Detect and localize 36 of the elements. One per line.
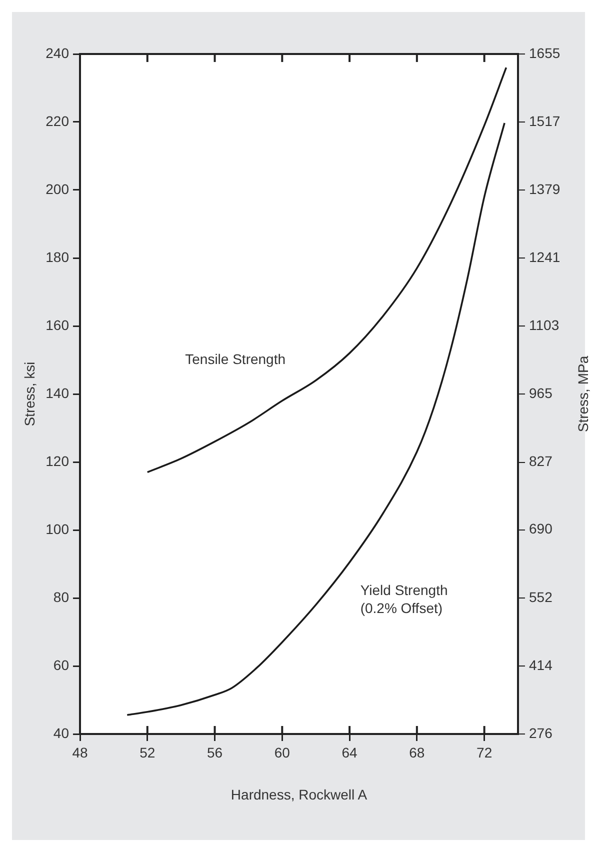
- x-tick-label: 72: [476, 744, 492, 760]
- line-series: [146, 66, 508, 474]
- x-tick-label: 48: [72, 744, 88, 760]
- y2-tick-label: 690: [529, 520, 553, 537]
- y2-tick-label: 276: [529, 724, 553, 741]
- series-label: Tensile Strength: [185, 350, 286, 367]
- y-tick-label: 100: [46, 520, 70, 537]
- y-tick-label: 160: [46, 316, 70, 333]
- y-tick-label: 120: [46, 452, 70, 469]
- x-tick-label: 52: [140, 744, 156, 760]
- line-series: [126, 122, 506, 716]
- y2-tick-label: 1655: [529, 44, 560, 61]
- y-tick-label: 60: [53, 656, 70, 673]
- y2-tick-label: 965: [529, 385, 553, 402]
- series-label: Yield Strength (0.2% Offset): [360, 582, 448, 616]
- y-tick-label: 200: [46, 180, 70, 197]
- x-tick-label: 60: [274, 744, 290, 760]
- y-tick-label: 180: [46, 248, 70, 265]
- x-tick-label: 64: [342, 744, 358, 760]
- y2-tick-label: 1103: [529, 317, 560, 334]
- x-tick-label: 68: [409, 744, 425, 760]
- x-tick-label: 56: [206, 744, 223, 760]
- y2-tick-label: 827: [529, 453, 553, 470]
- y2-tick-label: 1379: [529, 180, 560, 197]
- y-tick-label: 80: [53, 588, 70, 605]
- x-axis-title: Hardness, Rockwell A: [230, 786, 368, 802]
- y-tick-label: 220: [46, 112, 70, 129]
- y-tick-label: 240: [46, 44, 70, 61]
- y2-tick-label: 414: [529, 656, 553, 673]
- y2-tick-label: 552: [529, 588, 553, 605]
- y2-tick-label: 1241: [529, 249, 560, 266]
- y2-axis-title: Stress, MPa: [574, 356, 591, 432]
- y2-tick-label: 1517: [529, 112, 560, 129]
- y-tick-label: 40: [53, 724, 70, 741]
- y-tick-label: 140: [46, 384, 70, 401]
- y-axis-title: Stress, ksi: [21, 362, 38, 426]
